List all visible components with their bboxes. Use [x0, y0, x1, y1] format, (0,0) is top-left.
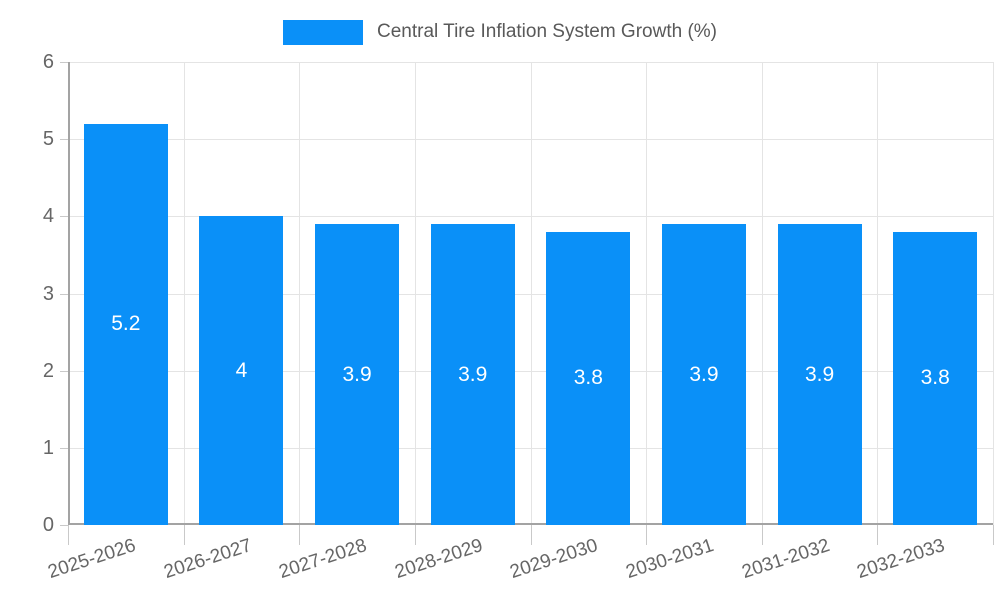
bar[interactable]: 3.9 [315, 224, 400, 525]
y-tick-label: 4 [42, 205, 54, 228]
y-axis-tick [60, 139, 68, 141]
y-axis-tick [60, 370, 68, 372]
bar[interactable]: 3.9 [430, 224, 515, 525]
x-axis-tick [530, 525, 532, 545]
bar[interactable]: 3.8 [893, 231, 978, 525]
bar-value-label: 3.9 [458, 362, 488, 386]
y-axis-line [68, 62, 70, 525]
legend-swatch [283, 19, 363, 45]
x-axis-tick [877, 525, 879, 545]
bar-value-label: 3.8 [920, 366, 950, 390]
grid-line-vertical [761, 62, 763, 525]
bar-value-label: 4 [235, 358, 248, 382]
x-axis-tick [646, 525, 648, 545]
y-tick-label: 5 [42, 128, 54, 151]
bar[interactable]: 3.9 [777, 224, 862, 525]
x-tick-label: 2029-2030 [507, 535, 601, 584]
x-tick-label: 2027-2028 [276, 535, 370, 584]
bar[interactable]: 3.8 [546, 231, 631, 525]
legend-label: Central Tire Inflation System Growth (%) [377, 21, 717, 42]
x-tick-label: 2032-2033 [854, 535, 948, 584]
grid-line-vertical [299, 62, 301, 525]
y-tick-label: 2 [42, 359, 54, 382]
bar-value-label: 3.8 [573, 366, 603, 390]
x-axis-tick [414, 525, 416, 545]
grid-line-vertical [877, 62, 879, 525]
grid-line-vertical [993, 62, 994, 525]
y-tick-label: 3 [42, 282, 54, 305]
grid-line-vertical [183, 62, 185, 525]
y-axis-tick [60, 525, 68, 526]
y-axis-tick [60, 293, 68, 295]
plot-area: 0 1 2 3 4 5 6 5.2 2025-2026 4 2026-2027 3.9 2027-202… [43, 52, 994, 583]
x-axis-tick [993, 525, 994, 545]
x-tick-label: 2031-2032 [739, 535, 833, 584]
x-tick-label: 2026-2027 [161, 535, 254, 584]
x-axis-tick [761, 525, 763, 545]
y-tick-label: 6 [42, 51, 54, 73]
x-tick-label: 2028-2029 [392, 535, 486, 584]
x-axis-tick [183, 525, 185, 545]
y-axis-tick [60, 447, 68, 449]
bar[interactable]: 4 [199, 216, 284, 525]
bar[interactable]: 5.2 [83, 123, 168, 525]
bar[interactable]: 3.9 [661, 224, 746, 525]
x-tick-label: 2025-2026 [45, 535, 139, 584]
x-axis-tick [299, 525, 301, 545]
grid-line-vertical [530, 62, 532, 525]
y-tick-label: 0 [42, 514, 54, 536]
bar-value-label: 5.2 [111, 312, 141, 336]
y-tick-label: 1 [42, 436, 54, 459]
grid-line-vertical [646, 62, 648, 525]
legend[interactable]: Central Tire Inflation System Growth (%) [0, 14, 1000, 50]
x-axis-line [68, 523, 993, 525]
bar-value-label: 3.9 [689, 362, 719, 386]
x-tick-label: 2030-2031 [623, 535, 717, 584]
x-axis-tick [68, 525, 69, 545]
bar-value-label: 3.9 [804, 362, 835, 386]
bar-value-label: 3.9 [342, 362, 372, 386]
grid-line-vertical [414, 62, 416, 525]
y-axis-tick [60, 216, 68, 218]
y-axis-tick [60, 62, 68, 63]
